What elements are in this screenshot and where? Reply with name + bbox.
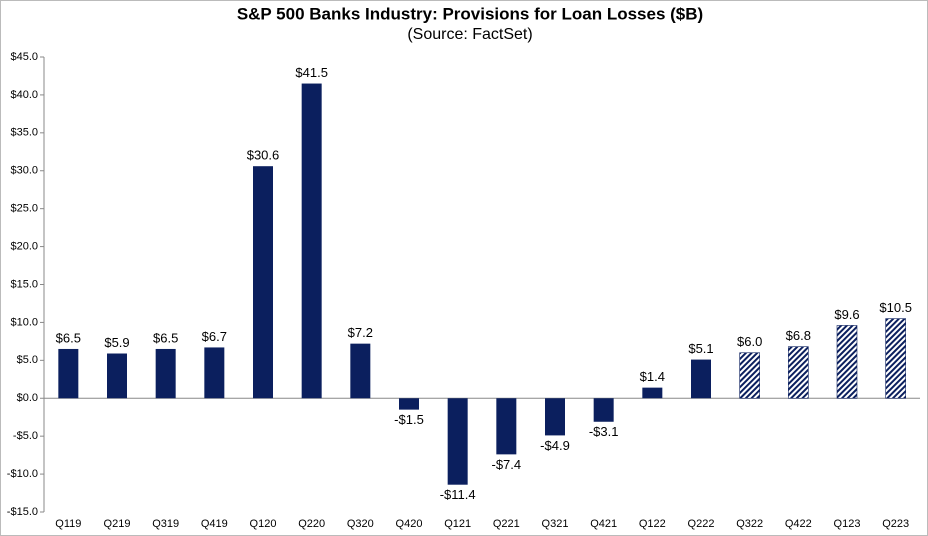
bar: [58, 348, 79, 399]
value-label: $6.0: [737, 334, 762, 349]
y-tick-label: $30.0: [10, 165, 38, 177]
chart-title: S&P 500 Banks Industry: Provisions for L…: [237, 4, 703, 23]
value-label: -$7.4: [492, 457, 522, 472]
value-label: $6.7: [202, 329, 227, 344]
x-tick-label: Q321: [542, 518, 569, 530]
x-tick-label: Q420: [396, 518, 423, 530]
x-tick-label: Q219: [104, 518, 131, 530]
y-tick-label: $0.0: [17, 392, 38, 404]
bar: [836, 325, 858, 399]
bar: [593, 398, 614, 422]
y-tick-label: $15.0: [10, 278, 38, 290]
y-tick-label: $5.0: [17, 354, 38, 366]
bar: [107, 353, 127, 399]
bar: [253, 166, 273, 399]
x-tick-label: Q320: [347, 518, 374, 530]
x-tick-label: Q319: [152, 518, 179, 530]
x-tick-label: Q120: [250, 518, 277, 530]
value-label: $1.4: [640, 369, 665, 384]
value-label: $5.1: [688, 341, 713, 356]
bar: [691, 359, 711, 399]
y-tick-label: -$5.0: [13, 430, 38, 442]
bar: [447, 398, 468, 485]
x-tick-label: Q123: [834, 518, 861, 530]
y-tick-label: -$15.0: [7, 506, 38, 518]
y-tick-label: $40.0: [10, 89, 38, 101]
bar: [642, 387, 663, 399]
value-label: $5.9: [104, 335, 129, 350]
y-tick-label: $20.0: [10, 240, 38, 252]
y-tick-label: -$10.0: [7, 468, 38, 480]
bar: [301, 83, 322, 399]
x-tick-label: Q421: [590, 518, 617, 530]
x-tick-label: Q122: [639, 518, 666, 530]
x-tick-label: Q419: [201, 518, 228, 530]
chart-subtitle: (Source: FactSet): [407, 26, 532, 43]
value-label: $6.8: [786, 328, 811, 343]
y-tick-label: $10.0: [10, 316, 38, 328]
bar: [204, 347, 225, 399]
value-label: $6.5: [153, 330, 178, 345]
bar: [496, 398, 517, 455]
value-label: $30.6: [247, 148, 280, 163]
x-tick-label: Q322: [736, 518, 763, 530]
x-tick-label: Q221: [493, 518, 520, 530]
bar: [885, 318, 906, 399]
bar: [350, 343, 371, 399]
y-tick-label: $25.0: [10, 203, 38, 215]
x-tick-label: Q220: [298, 518, 325, 530]
x-tick-label: Q119: [55, 518, 81, 530]
value-label: -$11.4: [440, 487, 476, 502]
value-label: -$4.9: [540, 438, 570, 453]
x-tick-label: Q223: [882, 518, 909, 530]
value-label: -$3.1: [589, 424, 619, 439]
value-label: $10.5: [879, 300, 912, 315]
bar: [399, 398, 419, 410]
y-tick-label: $45.0: [10, 51, 38, 63]
x-tick-label: Q422: [785, 518, 812, 530]
value-label: -$1.5: [394, 412, 424, 427]
bar: [155, 348, 176, 399]
value-label: $7.2: [348, 325, 373, 340]
bar: [739, 352, 760, 399]
y-tick-label: $35.0: [10, 127, 38, 139]
value-label: $6.5: [56, 330, 81, 345]
value-label: $9.6: [834, 307, 859, 322]
bar: [545, 398, 565, 436]
value-label: $41.5: [295, 65, 328, 80]
bar: [788, 346, 809, 399]
x-tick-label: Q121: [444, 518, 471, 530]
x-tick-label: Q222: [688, 518, 715, 530]
